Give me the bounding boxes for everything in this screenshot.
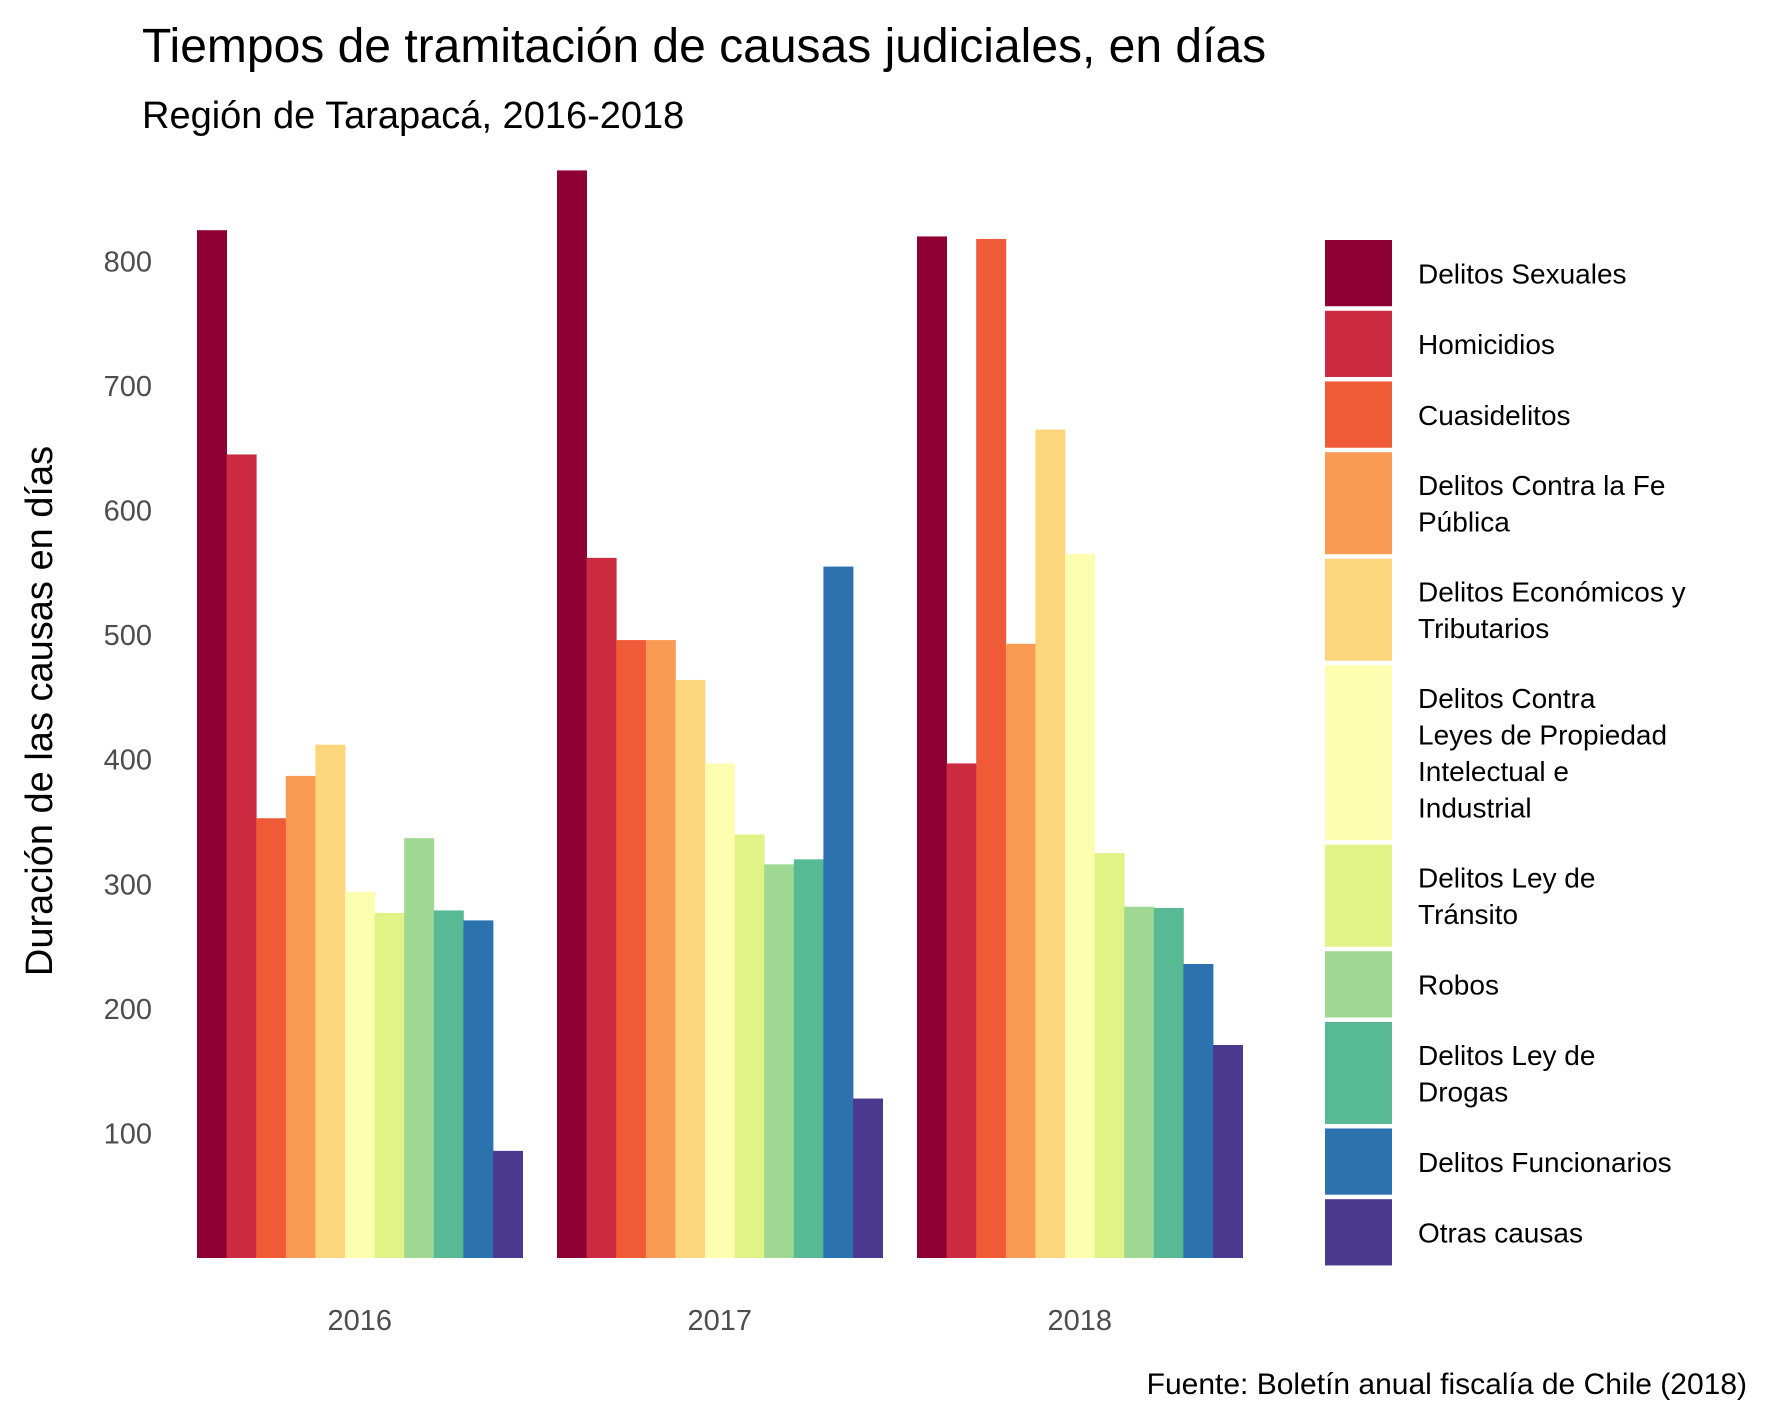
x-axis-ticks: 2016 2017 2018 xyxy=(328,1305,1113,1337)
bar xyxy=(374,912,405,1258)
chart-caption: Fuente: Boletín anual fiscalía de Chile … xyxy=(1147,1368,1747,1401)
y-tick-label: 100 xyxy=(104,1118,152,1150)
legend-label: Robos xyxy=(1418,970,1499,1001)
legend-swatch xyxy=(1325,844,1392,947)
legend-swatch xyxy=(1325,951,1392,1018)
legend-label: Tributarios xyxy=(1418,613,1549,644)
legend-swatch xyxy=(1325,1021,1392,1124)
bar xyxy=(226,454,257,1259)
legend-label: Pública xyxy=(1418,507,1510,538)
bar xyxy=(705,763,735,1258)
legend-swatch xyxy=(1325,310,1392,377)
legend-label: Delitos Funcionarios xyxy=(1418,1147,1672,1178)
bar xyxy=(946,763,977,1258)
bar xyxy=(1153,907,1184,1258)
bar xyxy=(734,834,765,1258)
bar xyxy=(345,891,375,1258)
legend-label: Delitos Contra la Fe xyxy=(1418,470,1665,501)
y-tick-label: 200 xyxy=(104,994,152,1026)
legend-label: Homicidios xyxy=(1418,329,1555,360)
legend-label: Intelectual e xyxy=(1418,756,1569,787)
y-tick-label: 300 xyxy=(104,869,152,901)
y-tick-label: 800 xyxy=(104,246,152,278)
y-tick-label: 600 xyxy=(104,496,152,528)
bar xyxy=(1065,554,1095,1258)
chart-title: Tiempos de tramitación de causas judicia… xyxy=(142,20,1266,73)
x-tick-label: 2018 xyxy=(1048,1305,1113,1337)
bar xyxy=(493,1150,523,1258)
bar xyxy=(1183,963,1214,1258)
x-tick-label: 2017 xyxy=(688,1305,753,1337)
y-tick-label: 700 xyxy=(104,371,152,403)
bar xyxy=(853,1098,883,1258)
chart-subtitle: Región de Tarapacá, 2016-2018 xyxy=(142,95,684,137)
legend-label: Delitos Ley de xyxy=(1418,863,1595,894)
bar xyxy=(1213,1044,1243,1258)
bar xyxy=(823,566,854,1258)
y-tick-label: 400 xyxy=(104,745,152,777)
bar xyxy=(1035,429,1066,1258)
legend-label: Drogas xyxy=(1418,1076,1508,1107)
bar xyxy=(1005,643,1036,1258)
bar xyxy=(463,920,494,1258)
legend-swatch xyxy=(1325,1128,1392,1195)
bar xyxy=(315,744,346,1258)
bar xyxy=(285,775,316,1258)
bar xyxy=(1094,853,1125,1258)
bar xyxy=(557,170,587,1258)
y-axis-title: Duración de las causas en días xyxy=(19,446,61,976)
bar xyxy=(645,640,676,1258)
bar xyxy=(793,859,824,1258)
legend-label: Industrial xyxy=(1418,793,1532,824)
legend-label: Delitos Contra xyxy=(1418,683,1596,714)
legend-label: Delitos Sexuales xyxy=(1418,258,1627,289)
legend-swatch xyxy=(1325,1199,1392,1266)
bars xyxy=(197,170,1243,1259)
legend-swatch xyxy=(1325,558,1392,661)
bar xyxy=(433,910,464,1258)
bar xyxy=(976,238,1007,1258)
bar xyxy=(586,557,617,1258)
bar xyxy=(917,236,947,1258)
legend-label: Tránsito xyxy=(1418,899,1518,930)
legend-label: Leyes de Propiedad xyxy=(1418,720,1667,751)
bar xyxy=(197,230,227,1259)
x-tick-label: 2016 xyxy=(328,1305,393,1337)
y-axis-ticks: 100 200 300 400 500 600 700 800 xyxy=(104,246,152,1150)
legend-label: Delitos Económicos y xyxy=(1418,577,1686,608)
legend-swatch xyxy=(1325,240,1392,307)
bar xyxy=(1124,906,1155,1258)
bar xyxy=(764,864,795,1258)
legend: Delitos Sexuales Homicidios Cuasidelitos De… xyxy=(1325,240,1686,1266)
bar xyxy=(404,838,435,1258)
legend-label: Delitos Ley de xyxy=(1418,1040,1595,1071)
legend-swatch xyxy=(1325,665,1392,841)
bar xyxy=(256,818,287,1258)
legend-swatch xyxy=(1325,381,1392,448)
y-tick-label: 500 xyxy=(104,620,152,652)
bar xyxy=(675,679,706,1258)
bar xyxy=(616,640,647,1258)
legend-swatch xyxy=(1325,452,1392,555)
legend-label: Otras causas xyxy=(1418,1218,1583,1249)
legend-label: Cuasidelitos xyxy=(1418,400,1571,431)
